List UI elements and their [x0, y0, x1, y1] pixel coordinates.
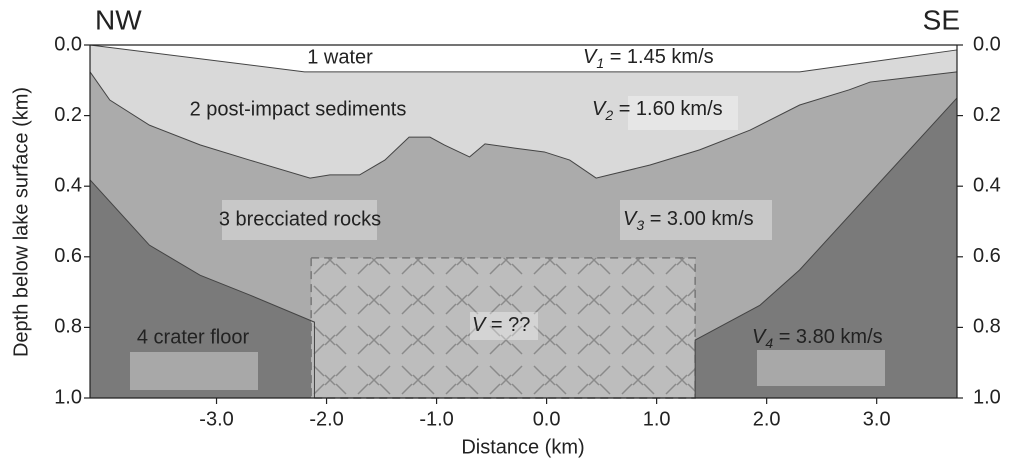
y-tick-label: 0.0 [54, 33, 82, 55]
velocity-symbol: V [472, 314, 487, 336]
layer-boundary [89, 44, 958, 73]
velocity-label: V3 = 3.00 km/s [623, 208, 754, 232]
y-tick-label: 0.6 [973, 245, 1001, 267]
y-tick-label: 1.0 [54, 386, 82, 408]
y-tick-label: 1.0 [973, 386, 1001, 408]
corner-label: SE [923, 4, 960, 35]
velocity-index: 3 [636, 217, 644, 233]
velocity-value: = 1.60 km/s [613, 98, 723, 120]
velocity-symbol: V [752, 326, 767, 348]
x-tick-label: 1.0 [643, 408, 671, 430]
velocity-index: 2 [604, 107, 613, 123]
layer-boundary [89, 71, 958, 179]
y-axis-label: Depth below lake surface (km) [10, 87, 32, 357]
label-patch [628, 96, 738, 130]
y-tick-label: 0.4 [54, 174, 82, 196]
label-patch [130, 352, 258, 390]
layer-label: 1 water [307, 46, 373, 68]
label-patch [470, 312, 538, 340]
layer-fill [90, 45, 957, 179]
x-tick-label: -2.0 [309, 408, 343, 430]
y-tick-label: 0.2 [54, 104, 82, 126]
layer-label: 2 post-impact sediments [190, 98, 407, 120]
x-tick-label: 2.0 [753, 408, 781, 430]
velocity-value: = 3.80 km/s [773, 326, 883, 348]
velocity-symbol: V [592, 98, 607, 120]
label-patch [222, 200, 377, 240]
y-tick-label: 0.8 [54, 316, 82, 338]
velocity-label: V2 = 1.60 km/s [592, 98, 723, 122]
y-tick-label: 0.4 [973, 174, 1001, 196]
velocity-symbol: V [583, 46, 598, 68]
velocity-label: V1 = 1.45 km/s [583, 46, 714, 70]
velocity-index: 4 [765, 335, 773, 351]
velocity-index: 1 [596, 55, 604, 71]
layer-label: 3 brecciated rocks [219, 208, 381, 230]
plot-area: 1 water V1 = 1.45 km/s2 post-impact sedim… [89, 44, 958, 399]
y-tick-label: 0.6 [54, 245, 82, 267]
velocity-symbol: V [623, 208, 638, 230]
corner-label: NW [95, 4, 142, 35]
velocity-value: = 3.00 km/s [644, 208, 754, 230]
y-tick-label: 0.0 [973, 33, 1001, 55]
x-tick-label: 0.0 [533, 408, 561, 430]
velocity-label: V4 = 3.80 km/s [752, 326, 883, 350]
y-tick-label: 0.2 [973, 104, 1001, 126]
label-patch [620, 200, 772, 240]
label-patch [757, 350, 885, 386]
y-tick-label: 0.8 [973, 316, 1001, 338]
x-tick-label: -1.0 [419, 408, 453, 430]
x-tick-label: -3.0 [199, 408, 233, 430]
x-axis-label: Distance (km) [461, 436, 584, 458]
x-tick-label: 3.0 [863, 408, 891, 430]
layer-fill [90, 45, 957, 72]
unknown-zone-label: V = ?? [472, 314, 530, 336]
velocity-value: = ?? [485, 314, 530, 336]
layer-label: 4 crater floor [137, 326, 250, 348]
velocity-value: = 1.45 km/s [604, 46, 714, 68]
